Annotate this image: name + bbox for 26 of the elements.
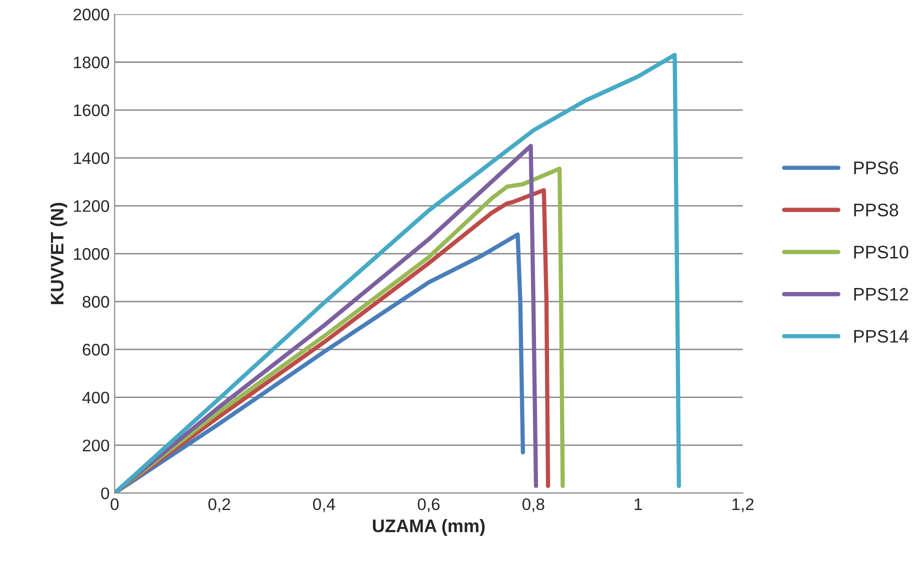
x-tick-label: 0,4	[313, 498, 336, 512]
legend-label: PPS6	[854, 161, 898, 174]
x-tick-label: 0,2	[208, 498, 230, 512]
y-axis-title: KUVVET (N)	[50, 202, 68, 304]
legend-label: PPS14	[854, 330, 908, 343]
y-tick-label: 800	[82, 296, 110, 308]
y-tick-label: 1400	[74, 152, 110, 164]
y-tick-label: 0	[101, 487, 110, 500]
y-tick-label: 400	[82, 392, 110, 404]
x-tick-label: 0	[110, 498, 119, 510]
y-tick-label: 1200	[74, 200, 110, 212]
y-tick-label: 200	[82, 440, 110, 452]
y-tick-label: 1000	[74, 248, 110, 260]
legend-label: PPS12	[854, 288, 908, 301]
line-series	[114, 52, 681, 494]
legend-label: PPS10	[854, 246, 908, 258]
x-tick-label: 0,6	[418, 498, 440, 512]
y-tick-label: 2000	[74, 8, 110, 20]
y-tick-label: 1600	[74, 104, 110, 116]
y-tick-label: 600	[82, 344, 110, 356]
x-axis-title: UZAMA (mm)	[372, 519, 485, 536]
x-tick-label: 0,8	[522, 498, 544, 512]
y-tick-label: 1800	[74, 56, 110, 68]
legend-label: PPS8	[854, 204, 898, 216]
x-tick-label: 1,2	[732, 498, 754, 512]
x-tick-label: 1	[634, 498, 642, 510]
